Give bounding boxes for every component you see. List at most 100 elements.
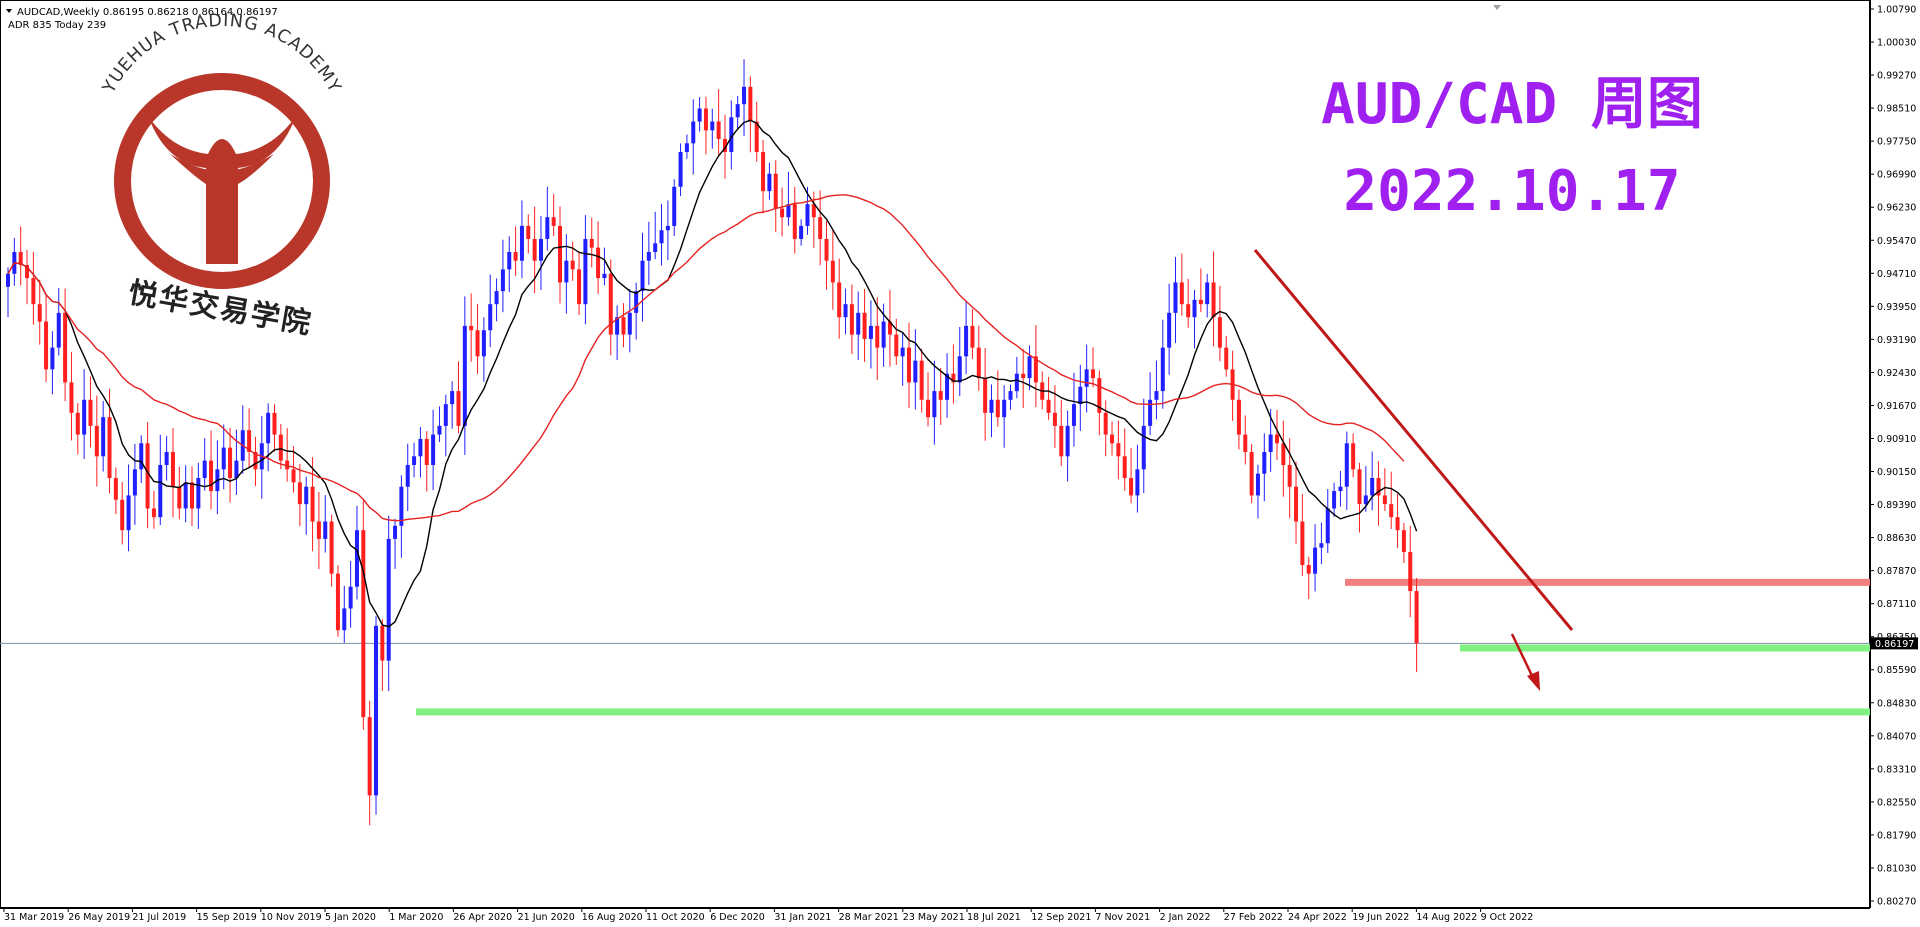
time-tick-label: 10 Nov 2019 — [261, 912, 322, 923]
price-tick-label: 0.81790 — [1877, 830, 1916, 841]
drawn-annotations — [1253, 249, 1574, 691]
candle-body — [348, 586, 353, 609]
down-arrow-icon — [1510, 633, 1537, 683]
candle-body — [56, 312, 61, 348]
candle-body — [513, 251, 518, 261]
candle-body — [1319, 543, 1324, 548]
candle-body — [1097, 378, 1102, 413]
candle-body — [1351, 443, 1356, 470]
candle-body — [1332, 491, 1337, 509]
candle-body — [75, 412, 80, 435]
candle-body — [818, 217, 823, 239]
candle-body — [932, 391, 937, 418]
candle-body — [431, 434, 436, 465]
candle-body — [177, 486, 182, 509]
current-price-label: 0.86197 — [1875, 639, 1914, 650]
time-tick-label: 31 Mar 2019 — [4, 912, 64, 923]
candle-body — [875, 325, 880, 348]
time-tick-label: 16 Aug 2020 — [582, 912, 643, 923]
candle-body — [1395, 517, 1400, 531]
candle-body — [228, 447, 233, 479]
candle-body — [1313, 547, 1318, 574]
candle-body — [926, 399, 931, 418]
candle-body — [799, 225, 804, 239]
candle-body — [44, 321, 49, 370]
time-tick-label: 2 Jan 2022 — [1160, 912, 1211, 923]
candle-body — [919, 360, 924, 400]
candle-body — [589, 238, 594, 248]
candle-body — [729, 117, 734, 153]
candle-body — [691, 121, 696, 144]
candle-body — [354, 530, 359, 587]
candle-body — [1414, 591, 1419, 644]
candle-body — [247, 430, 252, 452]
candle-body — [1401, 530, 1406, 552]
candle-body — [221, 447, 226, 470]
candle-body — [1122, 456, 1127, 479]
zones-layer — [416, 578, 1870, 716]
candle-body — [1198, 299, 1203, 305]
candle-body — [811, 204, 816, 218]
candle-body — [1268, 434, 1273, 452]
candle-body — [1008, 391, 1013, 400]
time-tick-label: 19 Jun 2022 — [1352, 912, 1409, 923]
candles-layer — [6, 59, 1419, 826]
candle-body — [1129, 478, 1134, 496]
candle-body — [126, 495, 131, 531]
candle-body — [577, 269, 582, 305]
candle-body — [722, 138, 727, 153]
candle-body — [1249, 451, 1254, 496]
logo-mark — [148, 116, 296, 178]
candle-body — [437, 425, 442, 435]
candle-body — [361, 530, 366, 718]
scroll-marker-icon[interactable] — [1493, 5, 1501, 10]
candle-body — [519, 225, 524, 261]
support-zone-lower — [416, 708, 1870, 716]
candle-body — [906, 347, 911, 383]
candle-body — [881, 321, 886, 348]
candle-body — [329, 521, 334, 574]
candle-body — [183, 482, 188, 509]
candle-body — [1071, 404, 1076, 426]
price-tick-label: 0.90910 — [1877, 434, 1916, 445]
candle-body — [475, 330, 480, 357]
candle-body — [1021, 373, 1026, 379]
time-tick-label: 21 Jul 2019 — [132, 912, 186, 923]
candle-body — [94, 425, 99, 457]
candle-body — [50, 347, 55, 370]
candle-body — [887, 321, 892, 335]
price-tick-label: 0.97750 — [1877, 137, 1916, 148]
candle-body — [596, 247, 601, 279]
symbol-info: AUDCAD,Weekly 0.86195 0.86218 0.86164 0.… — [17, 7, 278, 18]
candle-body — [1211, 282, 1216, 318]
candle-body — [412, 456, 417, 465]
candle-body — [418, 438, 423, 457]
adr-info: ADR 835 Today 239 — [8, 20, 106, 31]
candle-body — [469, 325, 474, 331]
candle-body — [665, 225, 670, 231]
candle-body — [1090, 369, 1095, 379]
time-tick-label: 31 Jan 2021 — [774, 912, 831, 923]
candle-body — [202, 460, 207, 479]
candle-body — [63, 312, 68, 383]
candle-body — [1160, 347, 1165, 392]
candle-body — [615, 317, 620, 335]
price-tick-label: 0.99270 — [1877, 71, 1916, 82]
candle-body — [190, 482, 195, 509]
candle-body — [824, 238, 829, 261]
candle-body — [380, 625, 385, 661]
candle-body — [716, 121, 721, 139]
price-tick-label: 1.00030 — [1877, 38, 1916, 49]
candle-body — [272, 412, 277, 435]
symbol-dropdown-icon[interactable] — [6, 9, 12, 13]
candle-body — [253, 451, 258, 470]
candle-body — [1262, 451, 1267, 474]
candle-body — [120, 499, 125, 531]
candle-body — [627, 312, 632, 335]
price-tick-label: 0.98510 — [1877, 104, 1916, 115]
resistance-zone — [1345, 578, 1870, 586]
candle-body — [342, 608, 347, 631]
candle-body — [602, 273, 607, 279]
candle-body — [945, 373, 950, 400]
